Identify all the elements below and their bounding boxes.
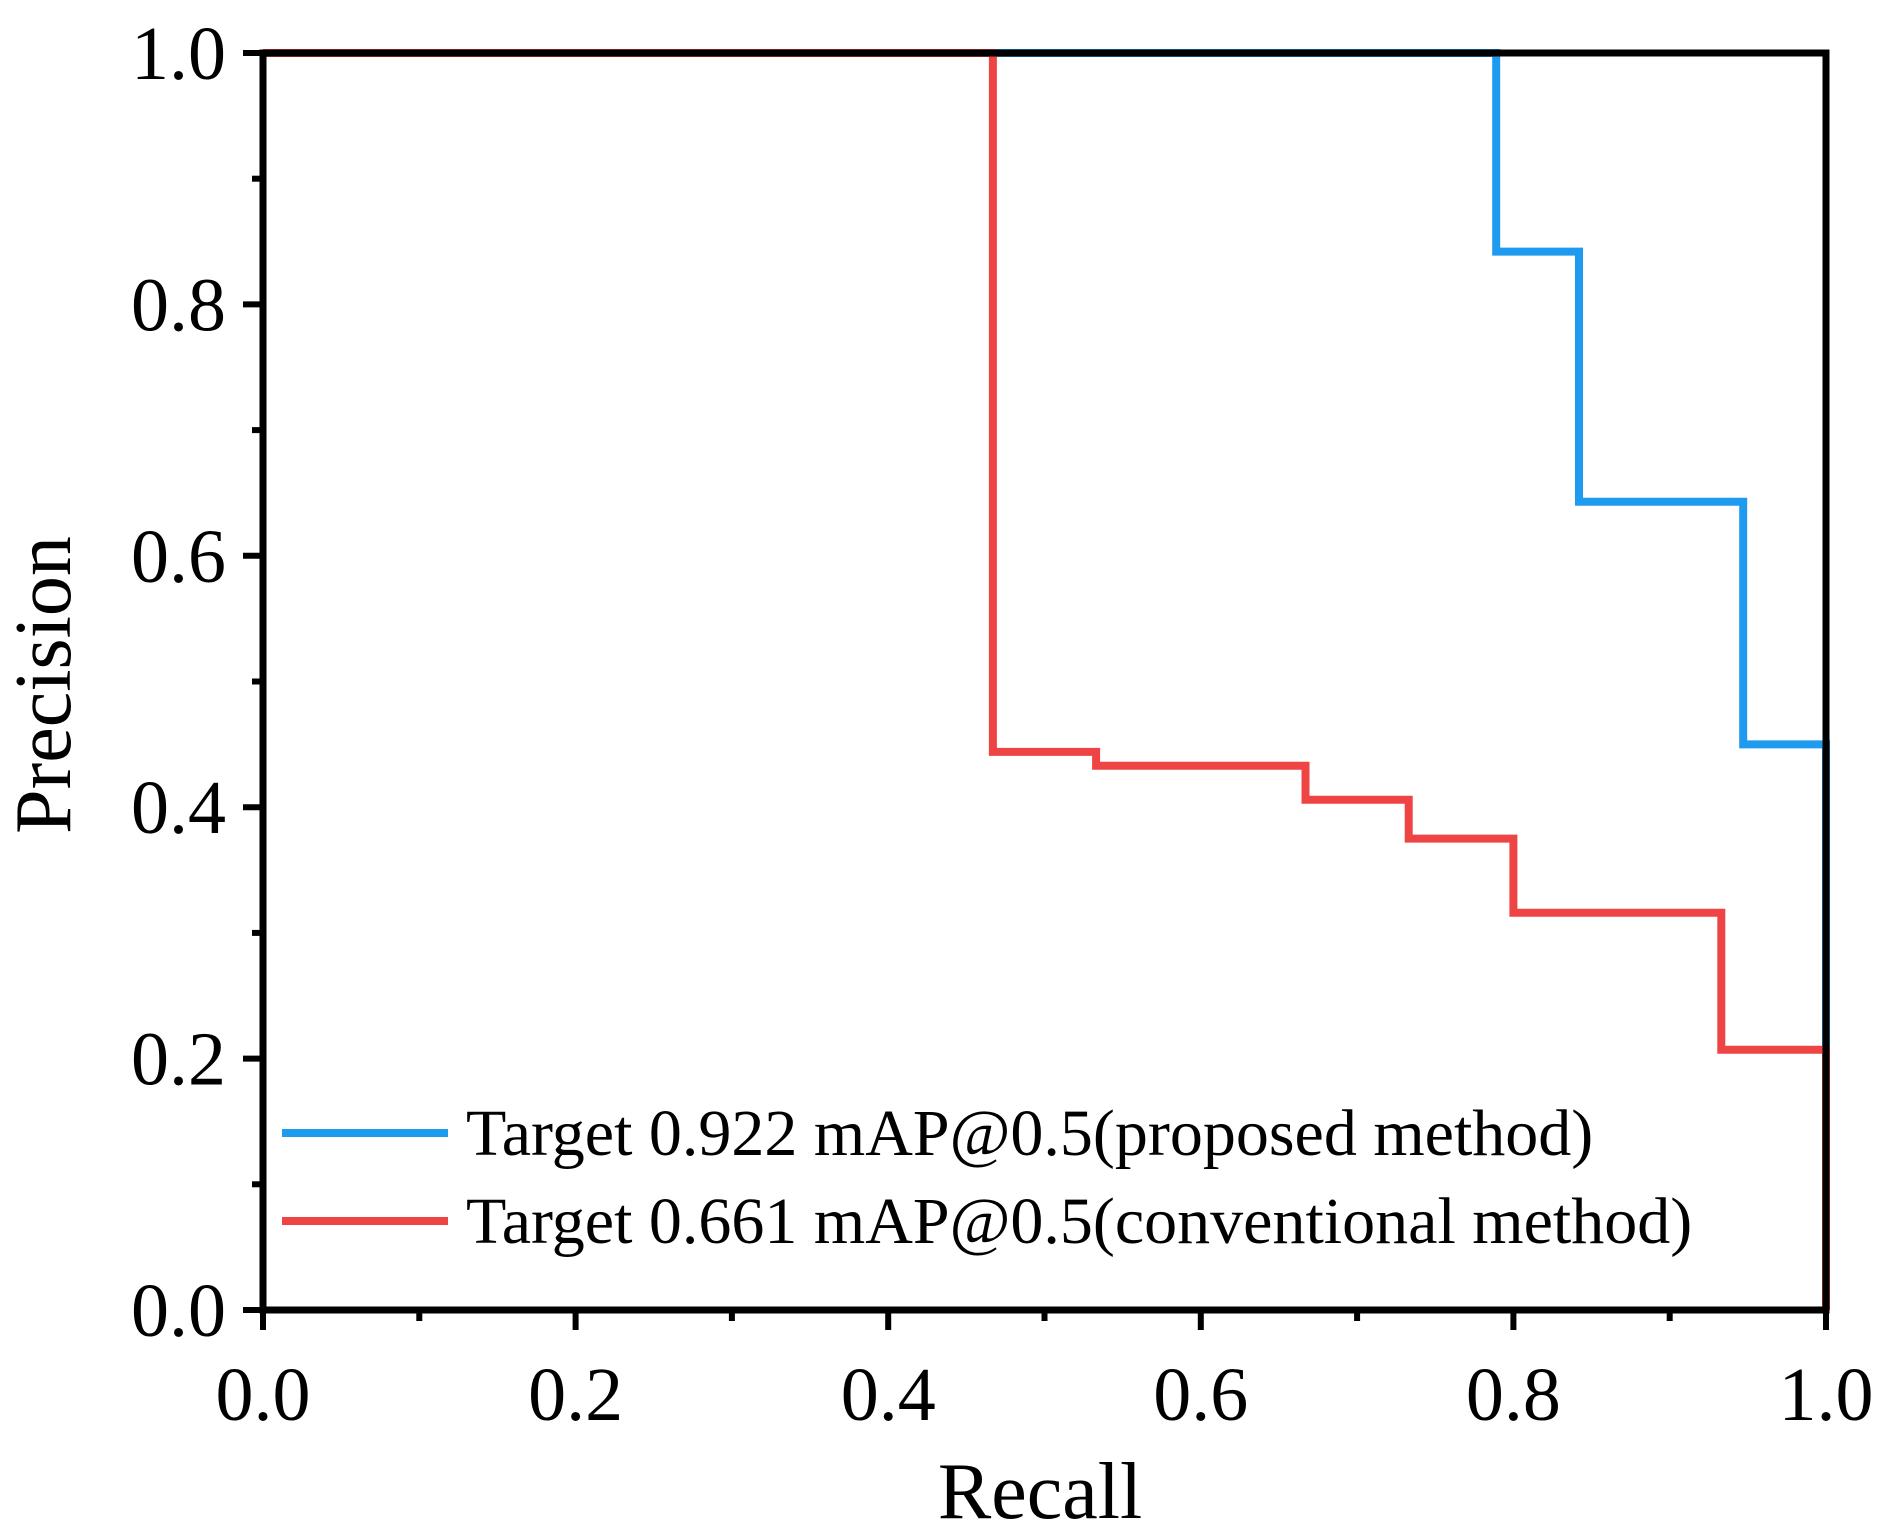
x-tick-label: 0.4: [841, 1353, 936, 1437]
series-line-conventional: [263, 49, 1830, 1310]
y-tick-label: 0.6: [131, 515, 226, 599]
y-tick-label: 0.4: [131, 766, 226, 850]
x-axis-label: Recall: [938, 1448, 1142, 1528]
y-tick-label: 0.0: [131, 1269, 226, 1353]
y-tick-label: 1.0: [131, 12, 226, 96]
axis-ticks: 0.0 0.2 0.4 0.6 0.8 1.0 0.0 0.2 0.4 0.6 0.8 1.0: [131, 12, 1874, 1437]
series-layer: [263, 49, 1830, 1310]
x-tick-label: 0.8: [1466, 1353, 1561, 1437]
y-tick-label: 0.2: [131, 1018, 226, 1102]
x-tick-label: 0.6: [1153, 1353, 1248, 1437]
y-tick-label: 0.8: [131, 263, 226, 347]
y-axis-label: Precision: [0, 536, 88, 834]
x-tick-label: 0.2: [528, 1353, 623, 1437]
legend: Target 0.922 mAP@0.5(proposed method) Tar…: [282, 1097, 1692, 1258]
x-tick-label: 0.0: [216, 1353, 311, 1437]
x-tick-label: 1.0: [1779, 1353, 1874, 1437]
series-line-proposed: [263, 49, 1830, 1310]
legend-label-proposed: Target 0.922 mAP@0.5(proposed method): [466, 1097, 1593, 1170]
legend-label-conventional: Target 0.661 mAP@0.5(conventional method…: [466, 1185, 1692, 1258]
